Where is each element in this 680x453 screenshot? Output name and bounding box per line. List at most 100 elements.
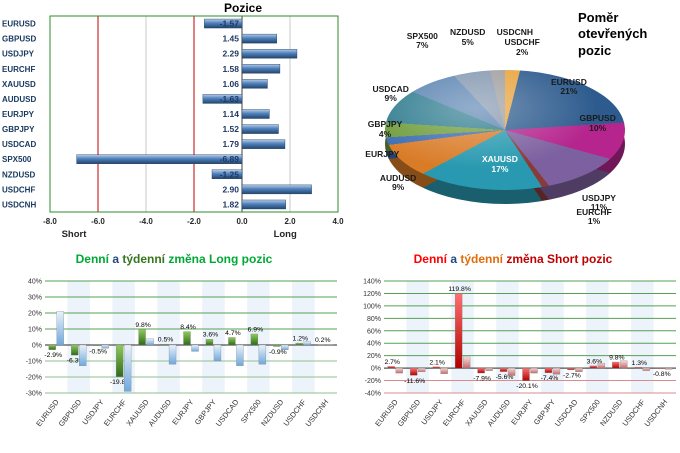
value-label: 9.8% <box>135 322 151 329</box>
column-band <box>586 281 609 393</box>
bar <box>115 344 124 377</box>
value-label: 2.7% <box>384 359 400 366</box>
value-label: 2.29 <box>222 49 239 59</box>
bar <box>241 124 279 134</box>
bar <box>138 329 146 346</box>
bar <box>499 367 508 372</box>
positions-chart-title: Pozice <box>223 1 262 15</box>
plot-border <box>49 15 339 213</box>
category-label: GBPUSD <box>396 397 423 428</box>
bar <box>544 367 553 373</box>
value-label: 1.82 <box>222 199 239 209</box>
value-label: -6.3% <box>67 358 85 365</box>
bar <box>620 360 628 369</box>
y-tick-label: 60% <box>367 328 381 335</box>
value-label: -0.8% <box>653 371 671 378</box>
value-label: -0.5% <box>89 348 107 355</box>
y-tick-label: 10% <box>28 327 42 334</box>
pie-top-face <box>385 70 625 190</box>
y-tick-label: 30% <box>28 295 42 302</box>
bar <box>241 184 312 195</box>
bar <box>241 199 286 210</box>
value-label: 1.3% <box>632 360 648 367</box>
column-band <box>157 281 180 393</box>
bar <box>101 344 109 349</box>
column-band <box>451 281 474 393</box>
y-tick-label: 20% <box>28 311 42 318</box>
value-label: 6.9% <box>248 326 264 333</box>
x-tick-label: -2.0 <box>187 217 201 226</box>
bar <box>634 367 642 369</box>
x-tick-label: 4.0 <box>332 217 344 226</box>
bar <box>123 344 132 392</box>
bar <box>326 344 334 346</box>
title-part: týdenní <box>460 252 503 266</box>
category-label: USDJPY <box>2 50 35 59</box>
category-label: EURUSD <box>2 20 36 29</box>
category-label: AUDUSD <box>147 397 174 428</box>
pie-slice-label: AUDUSD 9% <box>379 172 417 193</box>
bar <box>168 344 177 365</box>
value-label: -19.8% <box>110 379 132 386</box>
bar <box>183 331 191 346</box>
bar <box>56 311 64 346</box>
value-label: -5.6% <box>496 374 514 381</box>
column-band <box>496 281 519 393</box>
bar <box>477 367 485 374</box>
bar <box>202 94 243 104</box>
pie-slice-label: EURUSD 21% <box>550 76 587 97</box>
pie-slice-label: NZDUSD 5% <box>450 27 486 47</box>
pie-slice-label: USDCAD 9% <box>372 83 409 104</box>
value-label: 119.8% <box>448 286 471 293</box>
axis-label-long: Long <box>274 229 297 240</box>
y-tick-label: 140% <box>363 279 381 286</box>
title-part: změna Long pozic <box>165 252 273 266</box>
title-part: Denní <box>413 252 447 266</box>
bar <box>303 341 311 346</box>
value-label: -1.57 <box>220 19 240 29</box>
column-band <box>631 281 654 393</box>
value-label: 1.58 <box>222 64 239 74</box>
bar <box>241 109 270 119</box>
positions-bar-chart-svg: -8.0 -6.0 -4.0 -2.0 0.0 2.0 4.0 EURUSD -1.57 GBPU… <box>2 15 344 240</box>
x-tick-label: -4.0 <box>139 217 153 226</box>
bar <box>241 48 298 59</box>
pie-slice-label: EURCHF 1% <box>576 206 612 227</box>
short-change-chart-svg: -40% -20% 0% 20% 40% 60% 80% 100% 120% 140% 2.7% EU… <box>363 279 676 429</box>
column-band <box>406 281 429 393</box>
value-label: -2.9% <box>44 352 62 359</box>
bar <box>418 367 426 372</box>
value-label: 9.8% <box>609 355 625 362</box>
y-tick-label: 0% <box>32 343 42 350</box>
axis-label-short: Short <box>62 229 88 240</box>
category-label: AUDUSD <box>2 95 36 104</box>
title-part: a <box>108 252 123 266</box>
value-label: 1.2% <box>293 336 309 343</box>
category-label: EURJPY <box>509 398 534 427</box>
value-label: 1.52 <box>222 124 239 134</box>
bar <box>597 362 606 369</box>
bar <box>440 367 448 374</box>
bar <box>236 344 244 366</box>
value-label: 0.2% <box>315 337 331 344</box>
value-label: -6.89 <box>220 154 240 164</box>
bar <box>204 18 243 29</box>
short-change-chart: Denní a týdenní změna Short pozic -40% -2… <box>346 252 680 452</box>
category-label: GBPUSD <box>2 35 36 44</box>
category-label: GBPJPY <box>2 125 35 134</box>
bar <box>410 367 418 376</box>
bar <box>454 293 463 369</box>
value-label: 3.6% <box>587 358 603 365</box>
bar <box>273 344 281 347</box>
value-label: -7.9% <box>473 376 491 383</box>
value-label: 2.1% <box>429 359 445 366</box>
category-label: USDCNH <box>642 398 669 429</box>
pie-slice-labels: USDCHF 2% EURUSD 21% GBPUSD 10% USDJPY 11% EURCH… <box>350 0 680 250</box>
pie-chart-title: Poměr otevřených pozic <box>578 10 648 58</box>
bar <box>295 342 303 346</box>
pie-slice-label: USDCNH <box>496 27 534 38</box>
x-tick-label: -8.0 <box>43 217 57 226</box>
y-tick-label: -30% <box>26 391 42 398</box>
category-label: AUDUSD <box>486 397 513 428</box>
category-label: USDCNH <box>303 398 330 429</box>
